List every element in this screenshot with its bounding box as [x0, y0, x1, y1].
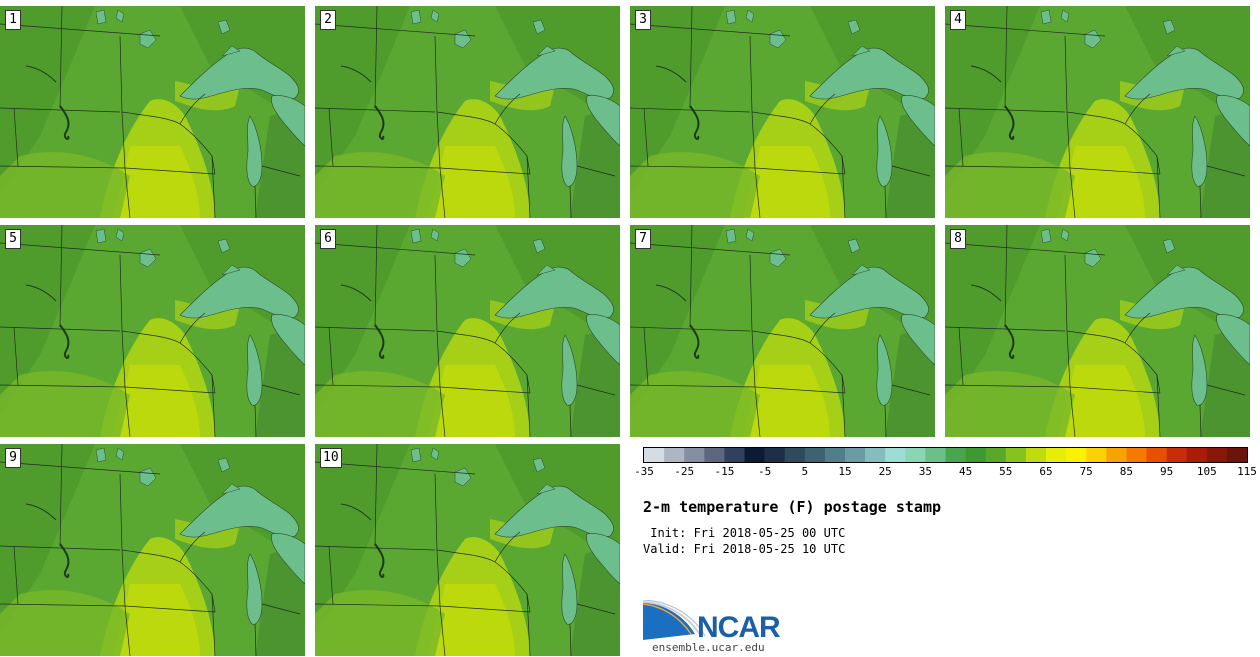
colorbar-segment: [764, 448, 785, 462]
colorbar-tick-label: 55: [999, 465, 1013, 478]
chart-title: 2-m temperature (F) postage stamp: [643, 498, 942, 516]
stamp-number-label: 6: [320, 229, 336, 249]
colorbar-segment: [784, 448, 806, 462]
colorbar-segment: [1126, 448, 1147, 462]
stamp-number-label: 2: [320, 10, 336, 30]
colorbar-tick-label: -35: [634, 465, 654, 478]
colorbar-segment: [1025, 448, 1047, 462]
colorbar-segment: [724, 448, 745, 462]
map-graphic: [315, 444, 620, 656]
colorbar-segment: [1146, 448, 1167, 462]
colorbar-tick-label: 95: [1159, 465, 1174, 478]
colorbar-segment: [684, 448, 705, 462]
colorbar-tick-label: 105: [1196, 465, 1217, 478]
map-graphic: [0, 6, 305, 218]
colorbar-segment: [1046, 448, 1067, 462]
colorbar-segment: [1166, 448, 1187, 462]
stamp-number-label: 1: [5, 10, 21, 30]
colorbar-tick-label: -25: [674, 465, 695, 478]
postage-stamp-9: 9: [0, 444, 305, 656]
postage-stamp-8: 8: [945, 225, 1250, 437]
map-graphic: [945, 225, 1250, 437]
colorbar-segment: [644, 448, 665, 462]
colorbar-tick-label: -15: [714, 465, 735, 478]
colorbar-segment: [885, 448, 906, 462]
colorbar-segment: [925, 448, 946, 462]
postage-stamp-5: 5: [0, 225, 305, 437]
stamp-number-label: 7: [635, 229, 651, 249]
colorbar-tick-label: 65: [1039, 465, 1053, 478]
colorbar-segment: [1086, 448, 1107, 462]
colorbar-segment: [985, 448, 1007, 462]
colorbar-tick-label: 85: [1119, 465, 1134, 478]
ncar-url: ensemble.ucar.edu: [652, 641, 765, 654]
postage-stamp-10: 10: [315, 444, 620, 656]
map-graphic: [0, 225, 305, 437]
map-graphic: [630, 225, 935, 437]
init-time: Init: Fri 2018-05-25 00 UTC: [643, 526, 846, 540]
colorbar-tick-label: 45: [958, 465, 973, 478]
postage-stamp-4: 4: [945, 6, 1250, 218]
map-graphic: [315, 6, 620, 218]
stamp-number-label: 9: [5, 448, 21, 468]
colorbar-tick-label: -5: [757, 465, 772, 478]
map-graphic: [315, 225, 620, 437]
colorbar: [643, 447, 1248, 463]
ncar-logo-icon: [643, 600, 706, 640]
postage-stamp-3: 3: [630, 6, 935, 218]
colorbar-segment: [845, 448, 866, 462]
colorbar-segment: [1066, 448, 1087, 462]
colorbar-tick-label: 5: [801, 465, 809, 478]
colorbar-segment: [1005, 448, 1027, 462]
colorbar-segment: [1106, 448, 1127, 462]
stamp-number-label: 10: [320, 448, 342, 468]
colorbar-tick-label: 25: [878, 465, 892, 478]
postage-stamp-6: 6: [315, 225, 620, 437]
stamp-number-label: 5: [5, 229, 21, 249]
postage-stamp-1: 1: [0, 6, 305, 218]
colorbar-segment: [945, 448, 966, 462]
stamp-number-label: 4: [950, 10, 966, 30]
colorbar-segment: [824, 448, 846, 462]
colorbar-segment: [965, 448, 986, 462]
colorbar-tick-label: 35: [918, 465, 933, 478]
map-graphic: [945, 6, 1250, 218]
colorbar-segment: [865, 448, 886, 462]
ncar-logo-text: NCAR: [697, 611, 781, 644]
colorbar-border: [643, 447, 1248, 463]
stamp-number-label: 3: [635, 10, 651, 30]
postage-stamp-2: 2: [315, 6, 620, 218]
colorbar-tick-label: 75: [1079, 465, 1093, 478]
colorbar-segment: [1186, 448, 1208, 462]
stamp-number-label: 8: [950, 229, 966, 249]
colorbar-tick-label: 15: [838, 465, 852, 478]
map-graphic: [0, 444, 305, 656]
colorbar-tick-label: 115: [1237, 465, 1257, 478]
colorbar-segment: [804, 448, 826, 462]
valid-time: Valid: Fri 2018-05-25 10 UTC: [643, 542, 846, 556]
colorbar-segment: [905, 448, 926, 462]
colorbar-segment: [704, 448, 725, 462]
map-graphic: [630, 6, 935, 218]
postage-stamp-7: 7: [630, 225, 935, 437]
colorbar-segment: [664, 448, 685, 462]
colorbar-segment: [1226, 448, 1248, 462]
colorbar-segment: [744, 448, 765, 462]
colorbar-segment: [1206, 448, 1228, 462]
